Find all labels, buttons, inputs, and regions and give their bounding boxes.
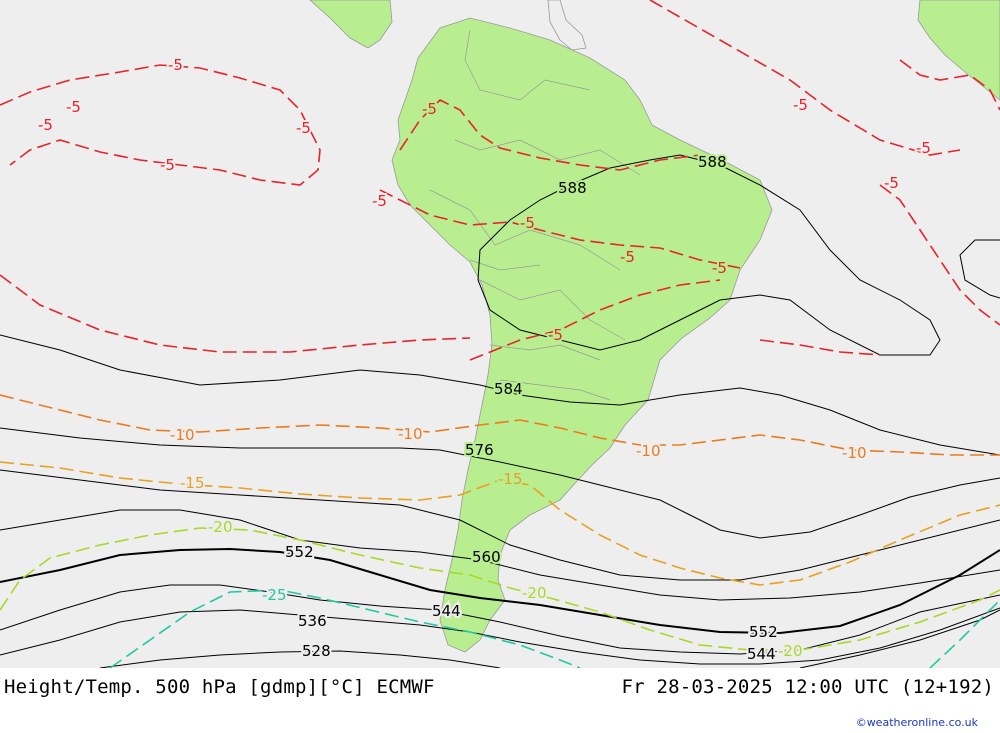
height-label: 588 xyxy=(698,153,727,171)
height-label: 544 xyxy=(432,602,461,620)
isotherm-minus15 xyxy=(0,461,1000,586)
temp-label: -5 xyxy=(296,119,311,137)
temp-label: -5 xyxy=(548,326,563,344)
map-canvas: 588 588 584 576 560 552 552 544 544 536 … xyxy=(0,0,1000,668)
height-label: 560 xyxy=(472,548,501,566)
africa-corner xyxy=(917,0,1000,101)
temp-label: -25 xyxy=(262,586,287,604)
height-contours xyxy=(0,154,1000,668)
temp-label: -5 xyxy=(160,156,175,174)
isotherm-minus10 xyxy=(0,394,1000,456)
temp-label: -5 xyxy=(916,139,931,157)
temp-label: -5 xyxy=(66,98,81,116)
temp-label: -5 xyxy=(620,248,635,266)
land-layer xyxy=(309,0,1000,653)
temp-label: -15 xyxy=(180,474,205,492)
temp-label: -20 xyxy=(522,584,547,602)
height-label: 528 xyxy=(302,642,331,660)
caribbean-island xyxy=(547,0,587,51)
height-label: 584 xyxy=(494,380,523,398)
temp-label: -5 xyxy=(520,214,535,232)
height-label: 552 xyxy=(285,543,314,561)
temp-label: -10 xyxy=(636,442,661,460)
temp-label: -5 xyxy=(712,259,727,277)
isotherm-minus20 xyxy=(0,527,1000,651)
temp-label: -20 xyxy=(208,518,233,536)
temp-label: -5 xyxy=(168,56,183,74)
temp-label: -10 xyxy=(842,444,867,462)
temp-label: -10 xyxy=(398,425,423,443)
south-america xyxy=(391,17,773,653)
height-labels: 588 588 584 576 560 552 552 544 544 536 … xyxy=(283,151,780,665)
credit-link[interactable]: ©weatheronline.co.uk xyxy=(855,716,978,729)
temp-label: -5 xyxy=(38,116,53,134)
isotherm-minus25 xyxy=(109,589,1000,668)
height-label: 544 xyxy=(747,645,776,663)
isotherm-minus5 xyxy=(0,0,1000,361)
map-title: Height/Temp. 500 hPa [gdmp][°C] ECMWF xyxy=(4,676,435,698)
temp-label: -5 xyxy=(422,100,437,118)
temp-label: -5 xyxy=(793,96,808,114)
temp-label: -5 xyxy=(372,192,387,210)
height-label: 536 xyxy=(298,612,327,630)
weather-map: 588 588 584 576 560 552 552 544 544 536 … xyxy=(0,0,1000,668)
temp-label: -10 xyxy=(170,426,195,444)
height-label: 588 xyxy=(558,179,587,197)
temp-label: -20 xyxy=(778,642,803,660)
central-america xyxy=(309,0,393,49)
forecast-time: Fr 28-03-2025 12:00 UTC (12+192) xyxy=(621,676,994,698)
border-lines xyxy=(429,29,641,401)
temp-label: -15 xyxy=(498,470,523,488)
temp-labels: -5 -5 -5 -5 -5 -5 -5 -5 -5 -5 -5 -5 -5 -… xyxy=(36,54,933,662)
height-label: 552 xyxy=(749,623,778,641)
height-label: 576 xyxy=(465,441,494,459)
temp-label: -5 xyxy=(884,174,899,192)
